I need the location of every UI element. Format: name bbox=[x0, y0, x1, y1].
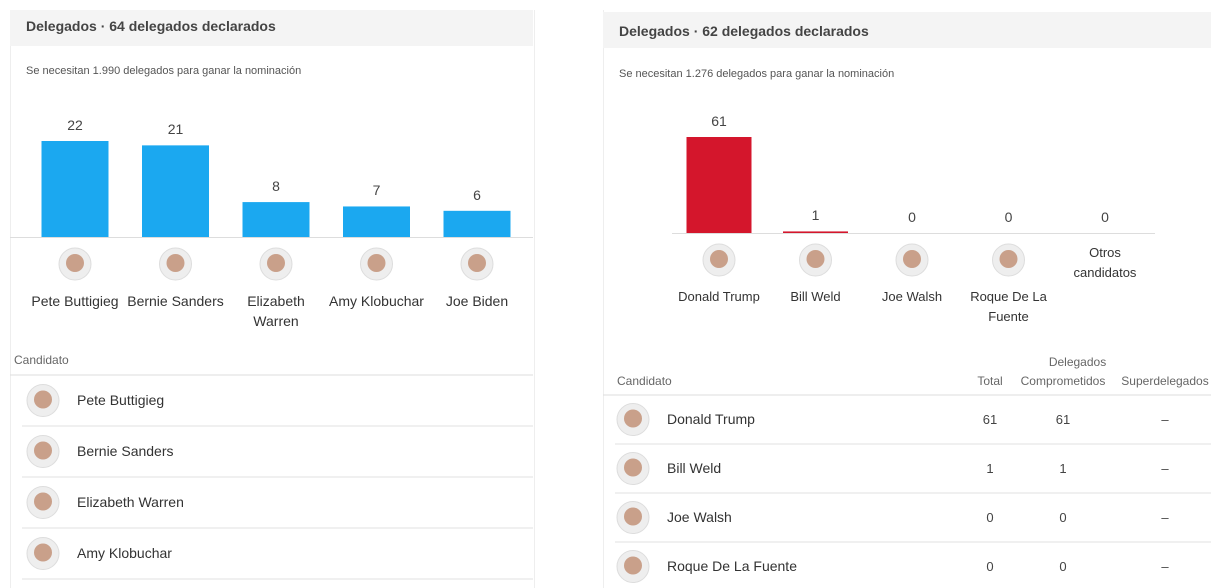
value-label: 0 bbox=[979, 209, 1039, 225]
cell: Donald Trump bbox=[667, 411, 755, 427]
page: Delegados · 64 delegados declarados Se ne… bbox=[0, 0, 1211, 588]
bar bbox=[343, 206, 410, 237]
cell: 0 bbox=[1023, 510, 1103, 525]
cell: 0 bbox=[950, 559, 1030, 574]
column-header: Candidato bbox=[14, 353, 69, 367]
category-label: Joe Walsh bbox=[867, 287, 957, 307]
cell: 1 bbox=[950, 461, 1030, 476]
cell: – bbox=[1125, 559, 1205, 574]
avatar-face bbox=[1000, 250, 1018, 268]
avatar-face bbox=[368, 254, 386, 272]
avatar-face bbox=[34, 391, 52, 409]
panel-subtitle: Se necesitan 1.276 delegados para ganar … bbox=[619, 68, 894, 80]
cell: Roque De La Fuente bbox=[667, 558, 797, 574]
category-label: Elizabeth Warren bbox=[226, 291, 326, 331]
bar bbox=[687, 137, 752, 233]
panel-title: Delegados · 62 delegados declarados bbox=[619, 23, 869, 39]
value-label: 6 bbox=[447, 187, 507, 203]
category-label: Joe Biden bbox=[427, 291, 527, 311]
avatar-face bbox=[34, 493, 52, 511]
category-label: Amy Klobuchar bbox=[327, 291, 427, 311]
avatar-face bbox=[34, 442, 52, 460]
cell: Elizabeth Warren bbox=[77, 494, 184, 510]
column-header: Comprometidos bbox=[1008, 374, 1118, 388]
column-header: Candidato bbox=[617, 374, 672, 388]
cell: Pete Buttigieg bbox=[77, 392, 164, 408]
bar bbox=[243, 202, 310, 237]
category-label: Pete Buttigieg bbox=[25, 291, 125, 311]
value-label: 0 bbox=[1075, 209, 1135, 225]
cell: 0 bbox=[1023, 559, 1103, 574]
column-header: Superdelegados bbox=[1110, 374, 1211, 388]
bar bbox=[783, 231, 848, 233]
category-label: Bill Weld bbox=[771, 287, 861, 307]
avatar-face bbox=[66, 254, 84, 272]
cell: 1 bbox=[1023, 461, 1103, 476]
value-label: 21 bbox=[146, 121, 206, 137]
avatar-face bbox=[624, 459, 642, 477]
cell: Bernie Sanders bbox=[77, 443, 174, 459]
panel-title: Delegados · 64 delegados declarados bbox=[26, 18, 276, 34]
value-label: 61 bbox=[689, 113, 749, 129]
avatar-face bbox=[468, 254, 486, 272]
avatar-face bbox=[807, 250, 825, 268]
avatar-face bbox=[624, 508, 642, 526]
bar bbox=[444, 211, 511, 237]
column-group: Delegados bbox=[1038, 355, 1118, 369]
cell: Joe Walsh bbox=[667, 509, 732, 525]
avatar-face bbox=[267, 254, 285, 272]
value-label: 8 bbox=[246, 178, 306, 194]
value-label: 0 bbox=[882, 209, 942, 225]
bar bbox=[142, 145, 209, 237]
cell: – bbox=[1125, 510, 1205, 525]
cell: 61 bbox=[950, 412, 1030, 427]
cell: Amy Klobuchar bbox=[77, 545, 172, 561]
avatar-face bbox=[710, 250, 728, 268]
category-label: Bernie Sanders bbox=[126, 291, 226, 311]
avatar-face bbox=[167, 254, 185, 272]
avatar-face bbox=[624, 557, 642, 575]
category-label: Roque De La Fuente bbox=[964, 287, 1054, 327]
value-label: 1 bbox=[786, 207, 846, 223]
category-label: Donald Trump bbox=[674, 287, 764, 307]
category-label: Otros candidatos bbox=[1060, 243, 1150, 283]
panel-subtitle: Se necesitan 1.990 delegados para ganar … bbox=[26, 65, 301, 77]
avatar-face bbox=[34, 544, 52, 562]
bar bbox=[42, 141, 109, 237]
avatar-face bbox=[624, 410, 642, 428]
cell: – bbox=[1125, 461, 1205, 476]
cell: – bbox=[1125, 412, 1205, 427]
avatar-face bbox=[903, 250, 921, 268]
value-label: 7 bbox=[347, 182, 407, 198]
value-label: 22 bbox=[45, 117, 105, 133]
cell: 61 bbox=[1023, 412, 1103, 427]
cell: Bill Weld bbox=[667, 460, 721, 476]
cell: 0 bbox=[950, 510, 1030, 525]
